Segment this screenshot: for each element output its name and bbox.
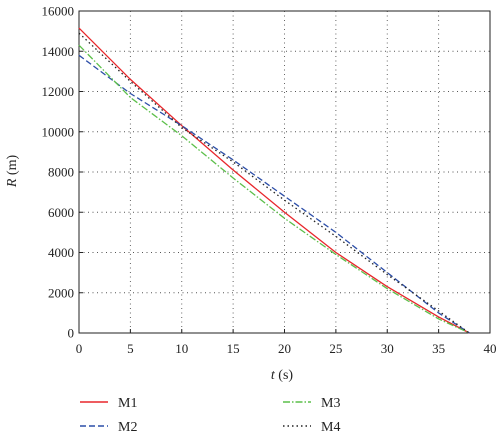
y-axis-ticks: 0 2000 4000 6000 8000 10000 12000 14000 16000 bbox=[42, 4, 83, 341]
series-layer bbox=[78, 27, 470, 334]
plot-border bbox=[78, 10, 491, 334]
series-line-m1 bbox=[78, 27, 470, 334]
legend-label-m3: M3 bbox=[321, 396, 340, 411]
y-tick-label: 12000 bbox=[42, 84, 75, 99]
y-tick-label: 4000 bbox=[48, 245, 74, 260]
y-axis-label: R (m) bbox=[5, 155, 20, 189]
plot-frame bbox=[78, 10, 491, 334]
series-line-m3 bbox=[78, 44, 470, 334]
grid bbox=[79, 11, 490, 333]
x-axis-unit: (s) bbox=[275, 368, 294, 383]
y-tick-label: 8000 bbox=[48, 165, 74, 180]
x-tick-label: 15 bbox=[227, 341, 240, 356]
y-axis-unit: (m) bbox=[5, 155, 20, 179]
y-tick-label: 0 bbox=[68, 326, 75, 341]
legend-label-m4: M4 bbox=[321, 420, 340, 435]
y-tick-label: 2000 bbox=[48, 285, 74, 300]
y-tick-label: 6000 bbox=[48, 205, 74, 220]
x-tick-label: 35 bbox=[432, 341, 445, 356]
y-tick-label: 14000 bbox=[42, 44, 75, 59]
x-tick-label: 0 bbox=[76, 341, 83, 356]
x-tick-label: 25 bbox=[329, 341, 342, 356]
legend-label-m1: M1 bbox=[118, 396, 137, 411]
x-tick-label: 20 bbox=[278, 341, 291, 356]
x-tick-label: 40 bbox=[484, 341, 497, 356]
legend-label-m2: M2 bbox=[118, 420, 137, 435]
x-axis-ticks: 0 5 10 15 20 25 30 35 40 bbox=[76, 329, 497, 356]
x-tick-label: 10 bbox=[175, 341, 188, 356]
y-tick-label: 10000 bbox=[42, 124, 75, 139]
x-tick-label: 5 bbox=[127, 341, 134, 356]
series-line-m2 bbox=[78, 54, 470, 334]
legend: M1 M2 M3 M4 bbox=[80, 396, 340, 435]
x-axis-variable: t bbox=[271, 368, 276, 383]
series-line-m4 bbox=[78, 32, 470, 334]
x-tick-label: 30 bbox=[381, 341, 394, 356]
y-tick-label: 16000 bbox=[42, 4, 75, 19]
y-axis-variable: R bbox=[5, 178, 20, 188]
x-axis-label: t (s) bbox=[271, 368, 294, 383]
